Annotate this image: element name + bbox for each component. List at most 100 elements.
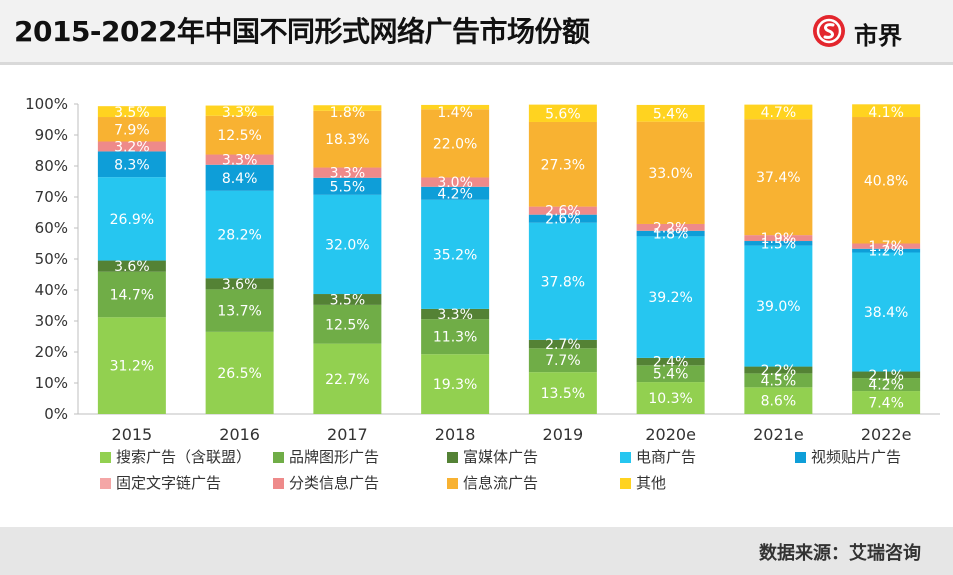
x-tick-label: 2017 xyxy=(327,425,368,444)
data-label: 14.7% xyxy=(110,287,154,303)
bar-segment xyxy=(313,110,382,168)
data-label: 26.9% xyxy=(110,212,154,228)
bar-segment xyxy=(97,117,166,142)
bar-segment xyxy=(97,106,166,118)
data-label: 3.3% xyxy=(222,105,258,121)
legend-swatch xyxy=(620,478,631,489)
data-label: 12.5% xyxy=(217,128,261,144)
bar-segment xyxy=(97,177,166,261)
bar-segment xyxy=(744,104,813,120)
data-label: 3.3% xyxy=(437,307,473,323)
legend-label: 其他 xyxy=(636,474,666,492)
bar-segment xyxy=(205,164,274,191)
y-tick-label: 20% xyxy=(35,343,68,361)
data-label: 1.2% xyxy=(868,244,904,260)
bar-segment xyxy=(205,289,274,332)
bar-segment xyxy=(313,343,382,414)
bar-segment xyxy=(205,190,274,279)
bar-segment xyxy=(852,104,921,118)
data-label: 39.2% xyxy=(648,290,692,306)
header-bar: 2015-2022年中国不同形式网络广告市场份额 市界 xyxy=(0,0,953,62)
bar-segment xyxy=(852,117,921,244)
data-label: 2.2% xyxy=(761,363,797,379)
data-label: 32.0% xyxy=(325,237,369,253)
data-label: 8.4% xyxy=(222,171,258,187)
data-label: 2.7% xyxy=(545,337,581,353)
legend-label: 品牌图形广告 xyxy=(289,448,379,466)
x-tick-label: 2018 xyxy=(435,425,476,444)
bar-segment xyxy=(744,366,813,374)
bar-segment xyxy=(313,167,382,178)
bar-segment xyxy=(528,104,597,122)
data-label: 18.3% xyxy=(325,132,369,148)
bar-segment xyxy=(528,121,597,207)
bar-segment xyxy=(744,235,813,242)
legend-label: 固定文字链广告 xyxy=(116,474,221,492)
data-label: 13.7% xyxy=(217,304,261,320)
bar-segment xyxy=(528,214,597,223)
source-note: 数据来源：艾瑞咨询 xyxy=(759,543,921,564)
data-label: 3.3% xyxy=(222,153,258,169)
legend-swatch xyxy=(795,452,806,463)
bar-segment xyxy=(528,222,597,340)
bar-segment xyxy=(313,294,382,305)
bar-segment xyxy=(313,177,382,195)
data-label: 3.5% xyxy=(114,105,150,121)
legend-label: 分类信息广告 xyxy=(289,474,379,492)
data-label: 3.6% xyxy=(222,277,258,293)
x-tick-label: 2015 xyxy=(112,425,153,444)
bar-segment xyxy=(97,141,166,152)
bar-segment xyxy=(421,104,490,110)
bar-segment xyxy=(852,243,921,249)
bar-segment xyxy=(636,104,705,122)
data-label: 5.4% xyxy=(653,106,689,122)
stacked-bar-chart: 0% 10% 20% 30% 40% 50% 60% 70% 80% 90% 100% 31.2% 14… xyxy=(25,95,940,492)
data-label: 33.0% xyxy=(648,166,692,182)
bar-segment xyxy=(528,348,597,373)
data-label: 11.3% xyxy=(433,330,477,346)
legend-swatch xyxy=(620,452,631,463)
bar-segment xyxy=(636,236,705,358)
legend-swatch xyxy=(100,452,111,463)
brand-logo-icon xyxy=(813,15,845,47)
bar-segment xyxy=(205,154,274,165)
data-label: 37.8% xyxy=(541,274,585,290)
bar-segment xyxy=(744,119,813,236)
data-label: 1.4% xyxy=(437,105,473,121)
bar-segment xyxy=(744,373,813,388)
data-label: 3.6% xyxy=(114,259,150,275)
data-label: 10.3% xyxy=(648,391,692,407)
bar-segment xyxy=(421,109,490,178)
data-label: 5.6% xyxy=(545,106,581,122)
data-label: 7.9% xyxy=(114,122,150,138)
data-label: 2.6% xyxy=(545,204,581,220)
data-label: 3.0% xyxy=(437,175,473,191)
data-label: 5.4% xyxy=(653,367,689,383)
x-tick-label: 2022e xyxy=(861,425,912,444)
bar-segment xyxy=(205,105,274,116)
bar-segment xyxy=(313,105,382,111)
x-tick-label: 2019 xyxy=(543,425,584,444)
bar-segment xyxy=(313,304,382,344)
y-tick-label: 30% xyxy=(35,312,68,330)
data-label: 3.3% xyxy=(330,166,366,182)
bar-segment xyxy=(421,186,490,200)
bar-segment xyxy=(852,378,921,392)
data-label: 4.5% xyxy=(761,373,797,389)
data-label: 7.4% xyxy=(868,396,904,412)
data-label: 13.5% xyxy=(541,386,585,402)
y-tick-label: 90% xyxy=(35,126,68,144)
data-label: 12.5% xyxy=(325,317,369,333)
legend-swatch xyxy=(447,478,458,489)
legend-swatch xyxy=(273,478,284,489)
legend-label: 信息流广告 xyxy=(463,474,538,492)
bar-segment xyxy=(852,371,921,379)
y-tick-label: 100% xyxy=(25,95,68,113)
data-label: 1.7% xyxy=(868,239,904,255)
data-label: 4.2% xyxy=(437,186,473,202)
page-title: 2015-2022年中国不同形式网络广告市场份额 xyxy=(14,15,590,48)
bar-segment xyxy=(636,365,705,383)
bar-segment xyxy=(852,248,921,253)
bar-segment xyxy=(528,206,597,215)
data-label: 4.2% xyxy=(868,378,904,394)
